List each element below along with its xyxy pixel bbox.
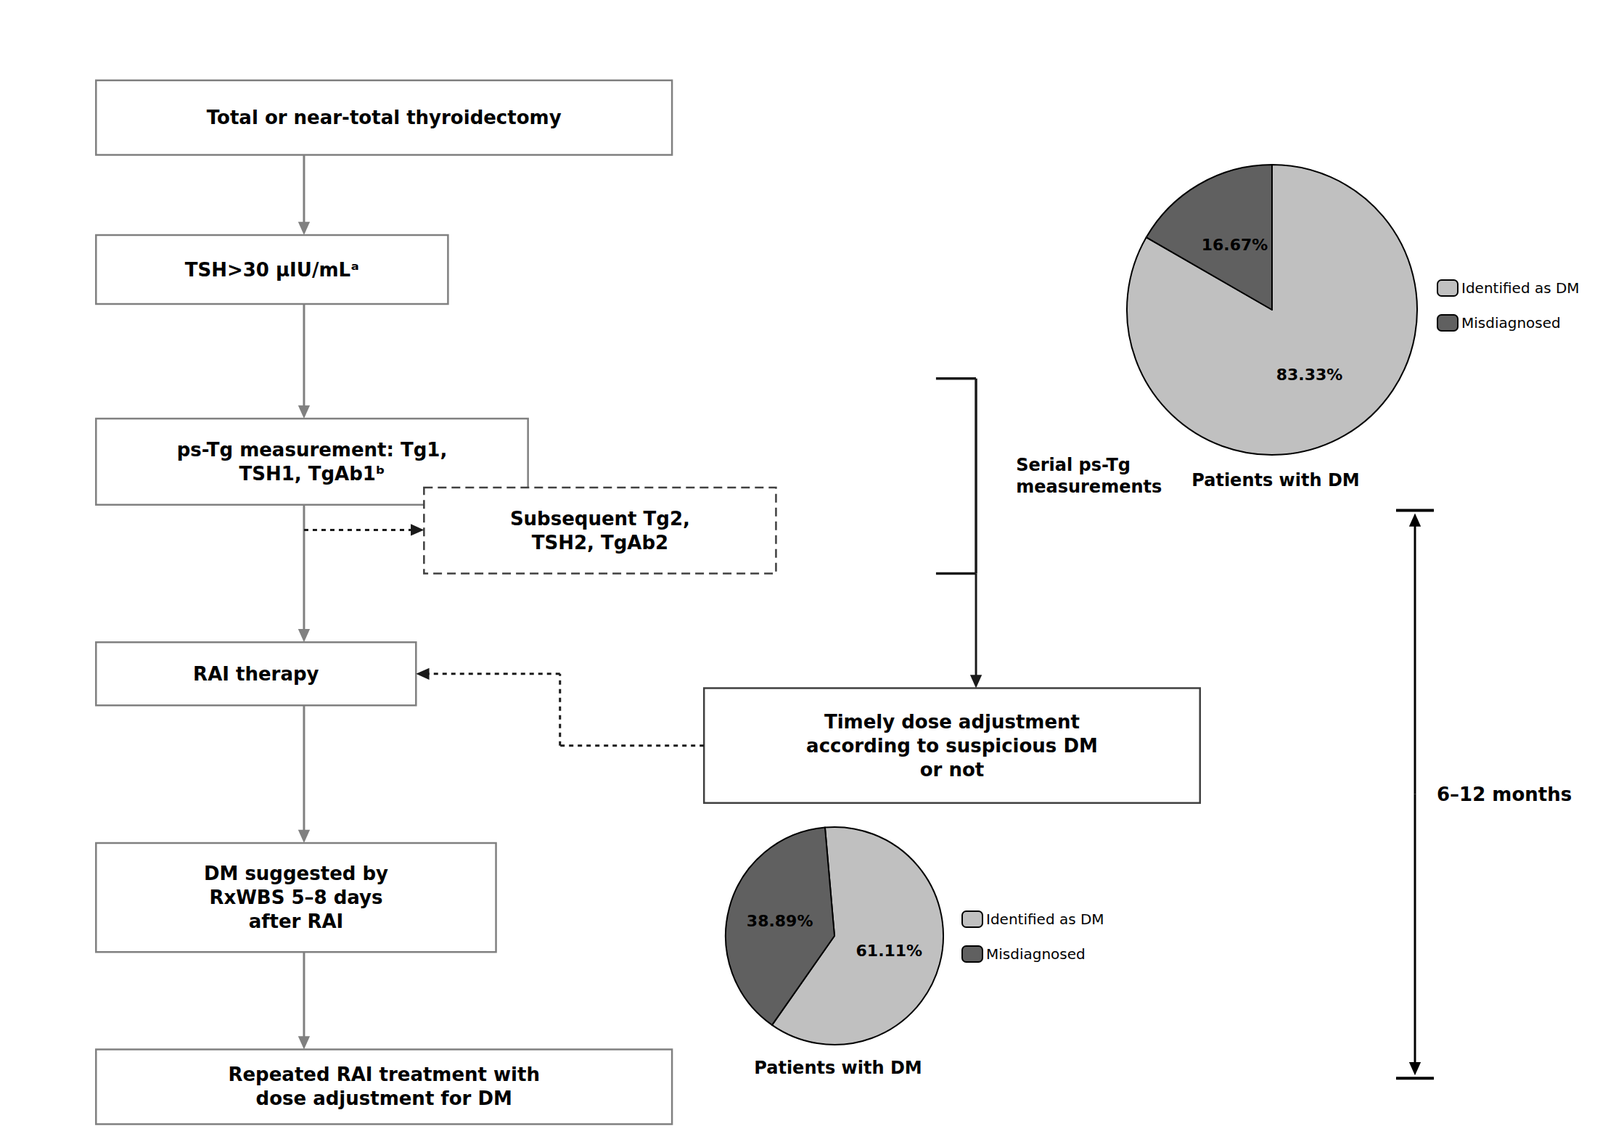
svg-text:Identified as DM: Identified as DM — [1461, 279, 1580, 297]
svg-text:Timely dose adjustment: Timely dose adjustment — [824, 711, 1080, 733]
svg-text:Patients with DM: Patients with DM — [1191, 470, 1360, 491]
svg-text:TSH1, TgAb1ᵇ: TSH1, TgAb1ᵇ — [239, 462, 386, 485]
svg-text:16.67%: 16.67% — [1201, 235, 1269, 254]
svg-text:Serial ps-Tg: Serial ps-Tg — [1015, 454, 1131, 476]
svg-text:Subsequent Tg2,: Subsequent Tg2, — [510, 507, 691, 530]
svg-text:dose adjustment for DM: dose adjustment for DM — [256, 1087, 513, 1110]
svg-text:TSH2, TgAb2: TSH2, TgAb2 — [531, 531, 669, 554]
svg-text:83.33%: 83.33% — [1276, 365, 1344, 384]
svg-text:Identified as DM: Identified as DM — [986, 910, 1105, 929]
svg-text:or not: or not — [920, 759, 985, 781]
svg-text:Misdiagnosed: Misdiagnosed — [986, 945, 1086, 963]
svg-text:6–12 months: 6–12 months — [1436, 783, 1572, 806]
svg-text:ps-Tg measurement: Tg1,: ps-Tg measurement: Tg1, — [177, 439, 448, 461]
svg-text:38.89%: 38.89% — [746, 912, 814, 931]
svg-text:after RAI: after RAI — [248, 910, 344, 933]
svg-text:RAI therapy: RAI therapy — [193, 663, 319, 685]
svg-text:according to suspicious DM: according to suspicious DM — [806, 735, 1098, 757]
svg-text:DM suggested by: DM suggested by — [203, 862, 389, 885]
svg-text:TSH>30 μIU/mLᵃ: TSH>30 μIU/mLᵃ — [185, 259, 360, 281]
svg-text:Repeated RAI treatment with: Repeated RAI treatment with — [227, 1063, 540, 1086]
svg-text:Misdiagnosed: Misdiagnosed — [1461, 314, 1561, 332]
svg-text:RxWBS 5–8 days: RxWBS 5–8 days — [208, 886, 383, 909]
svg-text:61.11%: 61.11% — [856, 941, 923, 960]
svg-text:Total or near-total thyroidect: Total or near-total thyroidectomy — [206, 106, 562, 129]
svg-text:measurements: measurements — [1015, 476, 1162, 498]
svg-text:Patients with DM: Patients with DM — [753, 1057, 922, 1079]
